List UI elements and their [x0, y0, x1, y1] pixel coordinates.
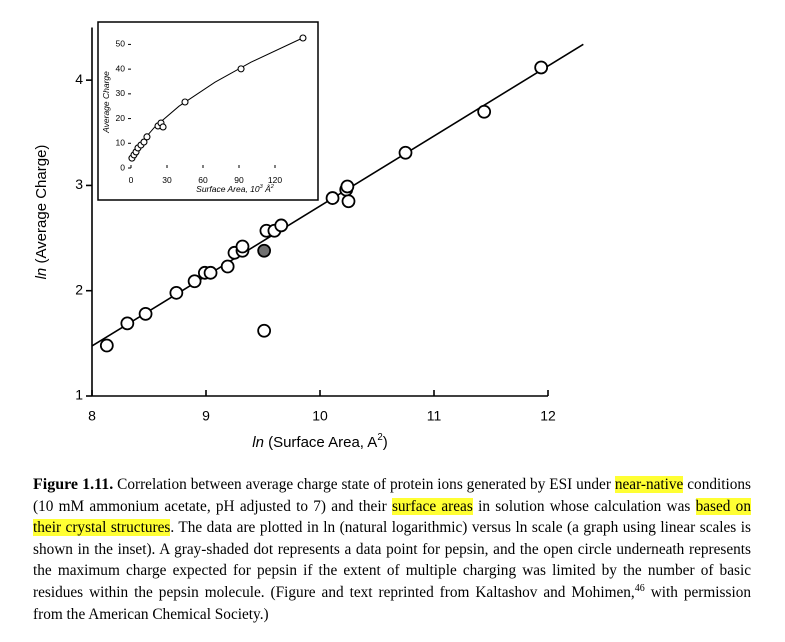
- data-point: [299, 34, 307, 42]
- data-point: [181, 98, 189, 106]
- y-tick-label: 20: [116, 113, 126, 123]
- y-axis-label: Average Charge: [101, 71, 111, 134]
- x-tick-label: 30: [162, 175, 172, 185]
- label-part: Average Charge: [101, 71, 111, 134]
- highlighted-text: surface areas: [391, 497, 473, 515]
- figure-label: Figure 1.11.: [33, 476, 114, 493]
- data-point: [220, 259, 235, 274]
- data-point: [534, 60, 549, 75]
- x-tick-label: 120: [268, 175, 282, 185]
- data-point: [120, 316, 135, 331]
- caption-text: in solution whose calculation was: [472, 497, 696, 515]
- caption-text: . The data are plotted in ln (natural lo…: [33, 519, 751, 601]
- y-tick-label: 0: [120, 162, 125, 172]
- label-part: (Average Charge): [33, 145, 50, 268]
- label-part: ln: [252, 434, 264, 451]
- caption-text: conditions (10 mM ammonium acetate, pH a…: [33, 476, 751, 515]
- label-part: ): [383, 434, 388, 451]
- caption-text: with permission from the American Chemic…: [33, 583, 751, 623]
- data-point: [340, 179, 355, 194]
- inset-frame: [97, 21, 319, 201]
- y-tick-label: 30: [116, 88, 126, 98]
- label-part: ln: [33, 268, 50, 280]
- data-point: [140, 138, 148, 146]
- x-tick-label: 8: [88, 408, 96, 424]
- x-tick-label: 0: [129, 175, 134, 185]
- x-tick-label: 90: [234, 175, 244, 185]
- caption: Figure 1.11. Correlation between average…: [33, 474, 751, 625]
- x-tick-label: 60: [198, 175, 208, 185]
- x-axis-label: Surface Area, 103 Å2: [196, 184, 274, 194]
- y-tick-label: 1: [75, 387, 83, 403]
- highlighted-text: near-native: [614, 476, 684, 493]
- label-part: (Surface Area, A: [264, 434, 377, 451]
- y-tick-label: 2: [75, 281, 83, 297]
- data-point: [99, 338, 114, 353]
- superscript: 2: [377, 432, 382, 443]
- data-point: [274, 218, 289, 233]
- data-point: [235, 239, 250, 254]
- y-tick-label: 50: [116, 39, 126, 49]
- x-axis-label: ln (Surface Area, A2): [252, 432, 388, 451]
- data-point: [325, 191, 340, 205]
- data-point: [477, 104, 492, 119]
- x-tick-label: 12: [540, 408, 556, 424]
- label-part: Å: [263, 184, 271, 194]
- y-tick-label: 10: [116, 138, 126, 148]
- x-tick-label: 11: [427, 408, 442, 424]
- superscript: 2: [270, 184, 274, 190]
- caption-text: 46: [634, 582, 645, 594]
- x-tick-label: 9: [202, 408, 210, 424]
- label-part: Surface Area, 10: [196, 184, 260, 194]
- data-point: [398, 145, 413, 160]
- data-point: [257, 243, 272, 258]
- data-point: [257, 323, 272, 338]
- data-point: [203, 265, 218, 280]
- y-tick-label: 3: [75, 176, 83, 192]
- y-axis-label: ln (Average Charge): [33, 145, 50, 280]
- data-point: [159, 123, 167, 131]
- data-point: [143, 133, 151, 141]
- data-point: [169, 285, 184, 300]
- x-tick-label: 10: [312, 408, 328, 424]
- y-tick-label: 4: [75, 71, 83, 87]
- superscript: 3: [260, 184, 264, 190]
- y-tick-label: 40: [116, 63, 126, 73]
- caption-text: Correlation between average charge state…: [113, 476, 615, 493]
- data-point: [187, 274, 202, 289]
- data-point: [237, 65, 245, 73]
- data-point: [138, 306, 153, 321]
- data-point: [341, 194, 356, 209]
